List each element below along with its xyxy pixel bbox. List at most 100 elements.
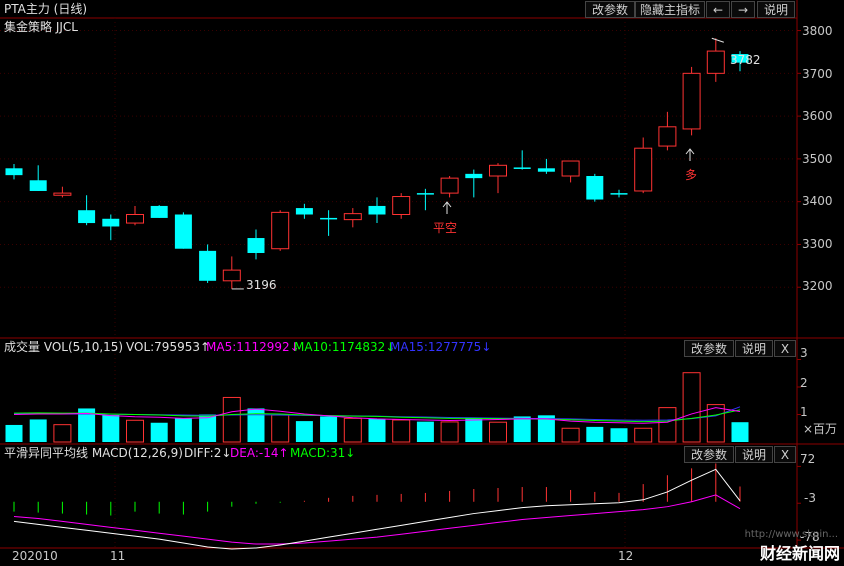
- volume-bar: [658, 407, 677, 443]
- candle-body: [247, 238, 265, 253]
- candle-body: [731, 54, 749, 63]
- candle-body: [5, 168, 23, 176]
- price-tick: 3700: [802, 67, 833, 81]
- vol-ma15-value: MA15:1277775↓: [390, 340, 492, 354]
- vol-ma10-value: MA10:1174832↓: [294, 340, 396, 354]
- volume-bar: [440, 421, 459, 443]
- price-tick: 3600: [802, 109, 833, 123]
- candle-body: [513, 167, 531, 169]
- left-arrow-icon[interactable]: ←: [706, 1, 730, 18]
- candle-body: [465, 173, 483, 179]
- candle-body: [586, 176, 604, 200]
- candle-body: [392, 196, 411, 216]
- candle-body: [368, 205, 386, 215]
- volume-bar: [610, 428, 628, 442]
- macd-indicator-name: 平滑异同平均线 MACD(12,26,9): [4, 446, 183, 460]
- candle-body: [634, 147, 653, 192]
- candle-body: [561, 160, 580, 177]
- vol-close-button[interactable]: X: [774, 340, 796, 357]
- volume-bar: [271, 414, 290, 443]
- candle-body: [658, 126, 677, 147]
- macd-macd-value: MACD:31↓: [290, 446, 356, 460]
- macd-help-button[interactable]: 说明: [735, 446, 773, 463]
- volume-bar: [731, 422, 749, 442]
- candle-body: [150, 205, 168, 218]
- candle-body: [126, 214, 144, 224]
- volume-bar: [222, 396, 241, 443]
- volume-bar: [78, 408, 96, 442]
- volume-bar: [706, 404, 725, 443]
- macd-edit-params-button[interactable]: 改参数: [684, 446, 734, 463]
- vol-help-button[interactable]: 说明: [735, 340, 773, 357]
- x-axis-label: 12: [618, 549, 634, 563]
- site-logo: 财经新闻网: [759, 544, 840, 563]
- hide-main-indicator-button[interactable]: 隐藏主指标: [635, 1, 705, 18]
- volume-bar: [343, 417, 362, 443]
- help-button[interactable]: 说明: [757, 1, 795, 18]
- macd-tick: -78: [800, 530, 820, 544]
- macd-diff-line: [13, 468, 741, 550]
- candle-body: [537, 168, 555, 172]
- candle-body: [489, 164, 507, 177]
- candle-body: [271, 211, 290, 250]
- vol-edit-params-button[interactable]: 改参数: [684, 340, 734, 357]
- volume-bar: [537, 415, 555, 442]
- edit-params-button[interactable]: 改参数: [585, 1, 635, 18]
- volume-bar: [392, 419, 411, 443]
- volume-bar: [53, 424, 72, 443]
- high-price-label: 3782: [730, 53, 761, 67]
- candle-body: [440, 177, 459, 194]
- candle-body: [320, 217, 338, 220]
- candle-body: [53, 192, 72, 196]
- candle-body: [416, 193, 434, 195]
- watermark-url: http://www.skpin...: [744, 529, 838, 540]
- volume-bar: [634, 427, 653, 443]
- candle-body: [682, 72, 701, 130]
- high-marker-line: [711, 37, 724, 43]
- vol-value: VOL:795953↑: [126, 340, 211, 354]
- low-price-label: 3196: [246, 278, 277, 292]
- long-signal: 多: [685, 168, 698, 182]
- price-tick: 3500: [802, 152, 833, 166]
- volume-bar: [126, 419, 144, 443]
- volume-bar: [513, 416, 531, 442]
- x-axis-label: 202010: [12, 549, 58, 563]
- volume-bar: [465, 418, 483, 442]
- x-axis-label: 11: [110, 549, 126, 563]
- vol-unit-label: ×百万: [803, 422, 838, 436]
- macd-dea-value: DEA:-14↑: [230, 446, 289, 460]
- volume-bar: [29, 419, 47, 442]
- volume-bar: [320, 416, 338, 442]
- macd-diff-value: DIFF:2↓: [184, 446, 232, 460]
- volume-bar: [295, 421, 313, 442]
- candle-body: [343, 213, 362, 221]
- candle-body: [706, 50, 725, 74]
- candle-body: [222, 269, 241, 282]
- volume-bar: [368, 418, 386, 442]
- vol-ma5-line: [13, 407, 741, 424]
- candle-body: [199, 250, 217, 281]
- volume-bar: [174, 418, 192, 442]
- vol-tick: 2: [800, 376, 808, 390]
- price-tick: 3200: [802, 279, 833, 293]
- vol-tick: 1: [800, 405, 808, 419]
- price-tick: 3800: [802, 24, 833, 38]
- symbol-title: PTA主力 (日线): [4, 2, 88, 16]
- long-arrow-head: [685, 148, 695, 155]
- volume-bar: [416, 421, 434, 442]
- right-arrow-icon[interactable]: →: [731, 1, 755, 18]
- price-tick: 3300: [802, 237, 833, 251]
- macd-close-button[interactable]: X: [774, 446, 796, 463]
- volume-bar: [586, 426, 604, 442]
- volume-bar: [150, 422, 168, 442]
- candle-body: [174, 214, 192, 249]
- vol-ma10-line: [13, 409, 741, 423]
- macd-tick: -3: [804, 491, 816, 505]
- volume-bar: [102, 415, 120, 442]
- candle-body: [29, 180, 47, 191]
- volume-bar: [489, 421, 507, 443]
- volume-bar: [561, 427, 580, 443]
- vol-tick: 3: [800, 346, 808, 360]
- candle-body: [102, 218, 120, 227]
